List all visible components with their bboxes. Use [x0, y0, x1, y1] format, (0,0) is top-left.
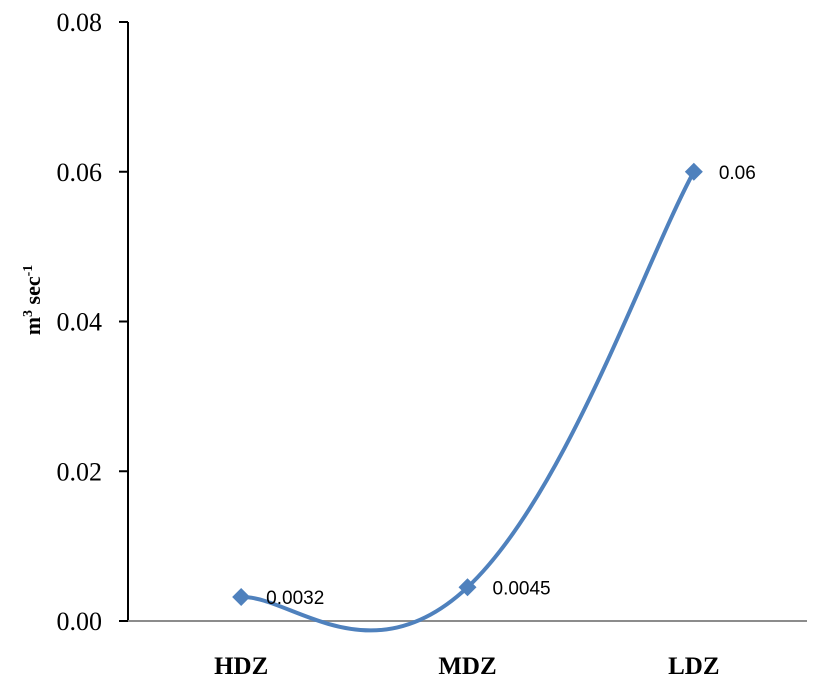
series-markers	[232, 162, 703, 607]
y-axis-label-base: m	[20, 317, 45, 335]
y-axis-label-mid: sec	[20, 276, 45, 310]
x-tick-label: LDZ	[668, 653, 719, 680]
data-point-marker	[684, 162, 703, 181]
data-labels: 0.0032 0.0045 0.06	[266, 163, 756, 609]
y-axis-ticks: 0.00 0.02 0.04 0.06 0.08	[57, 8, 128, 636]
data-label: 0.0045	[493, 578, 551, 599]
data-point-marker	[232, 588, 251, 607]
x-tick-label: MDZ	[438, 653, 496, 680]
y-tick-label: 0.00	[57, 607, 103, 636]
data-label: 0.0032	[266, 588, 324, 609]
series-line	[239, 169, 696, 633]
y-tick-label: 0.08	[57, 8, 103, 37]
x-tick-label: HDZ	[214, 653, 268, 680]
y-tick-label: 0.02	[57, 457, 103, 486]
y-axis-label: m3 sec-1	[20, 265, 45, 336]
y-tick-label: 0.06	[57, 158, 103, 187]
y-axis-label-sup2: -1	[21, 265, 36, 277]
x-axis-ticks: HDZ MDZ LDZ	[214, 653, 719, 680]
data-point-marker	[458, 578, 477, 597]
data-label: 0.06	[719, 163, 756, 184]
y-tick-label: 0.04	[57, 308, 103, 337]
y-axis-label-sup1: 3	[21, 310, 36, 317]
